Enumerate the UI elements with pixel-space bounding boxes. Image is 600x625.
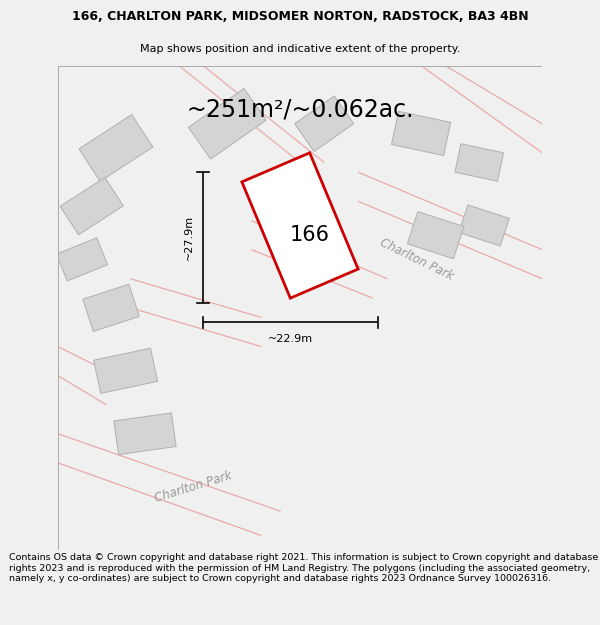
Polygon shape bbox=[392, 111, 451, 156]
Polygon shape bbox=[94, 348, 158, 393]
Polygon shape bbox=[188, 88, 266, 159]
Polygon shape bbox=[114, 413, 176, 454]
Text: Charlton Park: Charlton Park bbox=[153, 469, 234, 505]
Polygon shape bbox=[407, 211, 464, 259]
Text: ~251m²/~0.062ac.: ~251m²/~0.062ac. bbox=[186, 98, 414, 121]
Text: Contains OS data © Crown copyright and database right 2021. This information is : Contains OS data © Crown copyright and d… bbox=[9, 553, 598, 583]
Polygon shape bbox=[459, 205, 509, 246]
Polygon shape bbox=[455, 144, 503, 181]
Polygon shape bbox=[242, 152, 358, 298]
Text: 166, CHARLTON PARK, MIDSOMER NORTON, RADSTOCK, BA3 4BN: 166, CHARLTON PARK, MIDSOMER NORTON, RAD… bbox=[71, 10, 529, 23]
Polygon shape bbox=[295, 96, 354, 151]
Text: 166: 166 bbox=[290, 225, 329, 245]
Polygon shape bbox=[56, 238, 107, 281]
Polygon shape bbox=[83, 284, 139, 331]
Text: ~22.9m: ~22.9m bbox=[268, 334, 313, 344]
Text: Charlton Park: Charlton Park bbox=[377, 236, 455, 282]
Polygon shape bbox=[79, 114, 153, 181]
Text: ~27.9m: ~27.9m bbox=[184, 215, 193, 260]
Text: Map shows position and indicative extent of the property.: Map shows position and indicative extent… bbox=[140, 44, 460, 54]
Polygon shape bbox=[60, 177, 123, 235]
